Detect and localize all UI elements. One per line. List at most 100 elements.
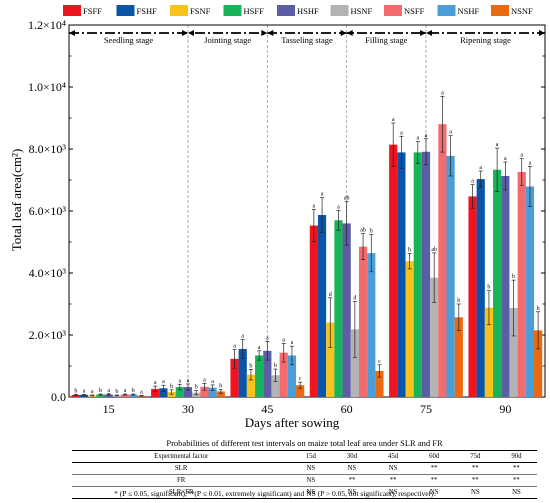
legend-swatch <box>63 5 81 16</box>
bar <box>446 155 455 397</box>
bar <box>326 322 335 397</box>
table-cell: SLR×FR <box>72 486 291 499</box>
bar <box>255 355 264 397</box>
y-axis: 0.0 2.0×10³ 4.0×10³ 6.0×10³ 8.0×10³ 1.0×10⁴ 1.… <box>28 18 545 404</box>
table-cell: NS <box>454 486 496 499</box>
bar <box>438 124 447 397</box>
bar <box>367 253 376 397</box>
legend-label: HSHF <box>297 6 319 16</box>
stage-arrow-head <box>261 30 268 36</box>
significance-letter: a <box>479 165 482 171</box>
stage-label: Ripening stage <box>460 35 511 45</box>
bar <box>287 355 297 397</box>
bar <box>296 385 305 397</box>
significance-letter: a <box>124 388 127 394</box>
significance-letter: a <box>520 153 523 159</box>
bar <box>509 308 518 397</box>
significance-letter: b <box>370 229 373 235</box>
bar <box>334 220 343 397</box>
table-cell: NS <box>331 462 373 475</box>
significance-letter: a <box>282 337 285 343</box>
leaf-area-chart: FSFF FSHF FSNF HSFF HSHF HSNF NSFF NSHF NSNF See… <box>9 5 546 430</box>
significance-letter: a <box>154 380 157 386</box>
bar <box>317 215 327 397</box>
significance-letter: a <box>529 160 532 166</box>
legend-swatch <box>170 5 188 16</box>
x-tick-label: 75 <box>420 402 432 416</box>
x-tick-label: 30 <box>182 402 194 416</box>
significance-letter: b <box>457 298 460 304</box>
legend-label: NSFF <box>404 6 425 16</box>
bar <box>129 394 138 397</box>
table-cell: ** <box>454 462 496 475</box>
bar <box>71 394 80 397</box>
significance-letter: a <box>91 389 94 395</box>
table-cell: NS <box>290 486 332 499</box>
bar <box>454 317 463 397</box>
table-cell: ** <box>413 474 455 487</box>
table-cell: FR <box>72 474 291 487</box>
significance-letter: b <box>99 388 102 394</box>
bar <box>216 391 225 397</box>
stage-label: Tasseling stage <box>281 35 333 45</box>
significance-letter: c <box>299 376 302 382</box>
header-cell: 15d <box>290 450 332 463</box>
table-cell: SLR <box>72 462 291 475</box>
table-cell: ** <box>495 462 537 475</box>
significance-letter: a <box>504 156 507 162</box>
stage-band: Seedling stage Jointing stage Tasseling st… <box>69 25 545 397</box>
legend-label: FSFF <box>83 6 102 16</box>
bar <box>96 394 105 397</box>
legend-swatch <box>223 5 242 16</box>
bar <box>120 394 130 397</box>
table-cell: ** <box>454 474 496 487</box>
bar <box>200 386 209 397</box>
y-tick-label: 8.0×10³ <box>29 142 67 156</box>
significance-letter: b <box>74 388 77 394</box>
x-tick-label: 60 <box>341 402 353 416</box>
y-tick-label: 6.0×10³ <box>29 204 67 218</box>
significance-letter: a <box>266 336 269 342</box>
bar <box>517 171 526 397</box>
significance-letter: a <box>83 388 86 394</box>
stage-arrow-head <box>539 30 545 36</box>
bar <box>534 330 543 397</box>
bar <box>493 169 502 397</box>
significance-letter: ab <box>431 247 437 253</box>
table-row: SLR NS NS NS ** ** ** <box>72 462 537 475</box>
legend-label: FSHF <box>137 6 158 16</box>
significance-letter: a <box>162 379 165 385</box>
bar <box>476 179 485 397</box>
y-tick-label: 0.0 <box>51 390 66 404</box>
significance-letter: c <box>378 359 381 365</box>
stage-label: Jointing stage <box>204 35 251 45</box>
significance-letter: a <box>233 344 236 350</box>
y-tick-label: 4.0×10³ <box>29 266 67 280</box>
legend: FSFF FSHF FSNF HSFF HSHF HSNF NSFF NSHF NSNF <box>63 5 533 16</box>
stage-arrow-head <box>346 30 353 36</box>
bar <box>405 261 414 397</box>
legend-label: HSNF <box>351 6 373 16</box>
table-cell: ** <box>495 474 537 487</box>
bar <box>246 374 256 397</box>
bar <box>375 370 384 397</box>
significance-letter: d <box>329 292 332 298</box>
bar <box>501 175 510 397</box>
significance-letter: b <box>487 285 490 291</box>
bar <box>208 387 217 397</box>
significance-letter: a <box>392 117 395 123</box>
stage-arrow-head <box>267 30 274 36</box>
significance-letter: a <box>471 179 474 185</box>
significance-letter: a <box>203 377 206 383</box>
table-cell: ** <box>413 462 455 475</box>
header-cell: 75d <box>454 450 496 463</box>
significance-letter: b <box>115 389 118 395</box>
bar <box>279 352 288 397</box>
table-header-row: Experimental factor 15d 30d 45d 60d 75d … <box>72 450 537 463</box>
bar <box>468 196 477 397</box>
significance-letter: d <box>353 296 356 302</box>
significance-letter: a <box>337 204 340 210</box>
bar <box>413 152 422 397</box>
header-cell: Experimental factor <box>72 450 291 463</box>
